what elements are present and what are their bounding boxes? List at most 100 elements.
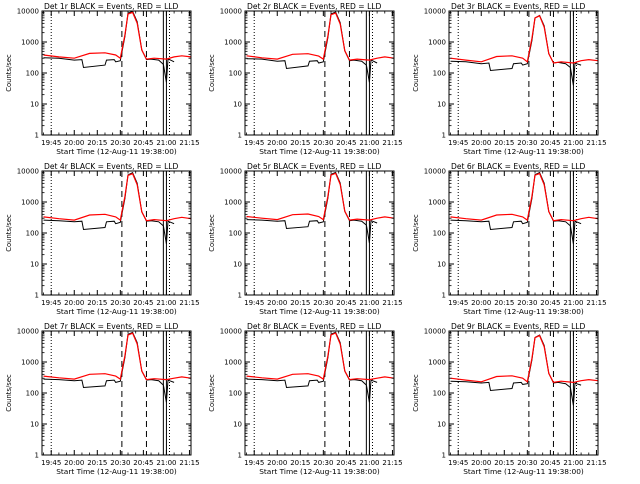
panel-title: Det 1r BLACK = Events, RED = LLD: [44, 2, 179, 11]
lld-series-line: [246, 172, 395, 221]
events-series-line: [43, 10, 175, 83]
y-tick-label: 1: [442, 132, 446, 140]
y-tick-label: 10: [437, 261, 446, 269]
y-tick-label: 10: [30, 101, 39, 109]
y-tick-label: 10000: [220, 8, 242, 16]
x-tick-label: 20:30: [517, 139, 537, 147]
x-tick-label: 21:00: [156, 459, 176, 467]
x-tick-label: 20:00: [64, 459, 84, 467]
plot-frame: [41, 10, 192, 136]
x-tick-label: 19:45: [41, 299, 61, 307]
x-tick-label: 20:00: [64, 139, 84, 147]
panel-title: Det 8r BLACK = Events, RED = LLD: [247, 322, 382, 331]
y-tick-label: 1: [442, 292, 446, 300]
y-tick-label: 1000: [428, 39, 446, 47]
x-tick-label: 21:15: [382, 459, 402, 467]
y-tick-label: 10000: [424, 328, 446, 336]
y-tick-label: 10000: [424, 8, 446, 16]
y-axis-label: Counts/sec: [208, 54, 216, 92]
y-tick-label: 10000: [17, 8, 39, 16]
y-axis-label: Counts/sec: [5, 214, 13, 252]
x-tick-label: 19:45: [41, 459, 61, 467]
panel-5: Det 5r BLACK = Events, RED = LLD 1 10 100 10…: [208, 162, 403, 316]
x-axis-label: Start Time (12-Aug-11 19:38:00): [56, 147, 177, 156]
panel-title: Det 4r BLACK = Events, RED = LLD: [44, 162, 179, 171]
y-tick-label: 10: [233, 101, 242, 109]
y-tick-label: 10: [437, 101, 446, 109]
x-tick-label: 20:30: [313, 299, 333, 307]
y-tick-label: 100: [26, 230, 39, 238]
y-tick-label: 100: [229, 70, 242, 78]
y-tick-label: 1000: [224, 359, 242, 367]
x-tick-label: 21:00: [156, 299, 176, 307]
x-tick-label: 21:15: [382, 299, 402, 307]
x-tick-label: 20:45: [336, 139, 356, 147]
x-tick-label: 19:45: [244, 139, 264, 147]
x-tick-label: 20:45: [133, 139, 153, 147]
x-tick-label: 20:15: [290, 139, 310, 147]
x-tick-label: 20:45: [133, 299, 153, 307]
y-tick-label: 1: [442, 452, 446, 460]
lld-series-line: [246, 332, 395, 381]
lld-series-line: [43, 172, 192, 222]
y-axis-label: Counts/sec: [5, 374, 13, 412]
x-tick-label: 20:45: [540, 139, 560, 147]
x-tick-label: 20:15: [494, 459, 514, 467]
y-axis-label: Counts/sec: [412, 54, 420, 92]
y-tick-label: 100: [26, 390, 39, 398]
lld-series-line: [450, 334, 599, 384]
x-tick-label: 20:30: [313, 139, 333, 147]
x-tick-label: 21:00: [156, 139, 176, 147]
events-series-line: [450, 334, 582, 406]
x-tick-label: 20:15: [494, 139, 514, 147]
y-axis-label: Counts/sec: [412, 374, 420, 412]
x-tick-label: 20:15: [87, 139, 107, 147]
x-axis-label: Start Time (12-Aug-11 19:38:00): [259, 467, 380, 476]
y-axis-label: Counts/sec: [208, 214, 216, 252]
x-axis-label: Start Time (12-Aug-11 19:38:00): [463, 307, 584, 316]
y-tick-label: 1: [35, 292, 39, 300]
y-tick-label: 1000: [428, 359, 446, 367]
events-series-line: [43, 172, 175, 244]
x-tick-label: 20:00: [267, 139, 287, 147]
x-tick-label: 21:00: [359, 139, 379, 147]
y-tick-label: 1000: [21, 199, 39, 207]
y-tick-label: 10000: [17, 168, 39, 176]
panel-title: Det 7r BLACK = Events, RED = LLD: [44, 322, 179, 331]
panel-6: Det 6r BLACK = Events, RED = LLD 1 10 100 10…: [412, 162, 607, 316]
x-tick-label: 20:45: [540, 299, 560, 307]
x-tick-label: 20:15: [494, 299, 514, 307]
panel-title: Det 3r BLACK = Events, RED = LLD: [451, 2, 586, 11]
x-tick-label: 20:15: [87, 299, 107, 307]
y-tick-label: 1: [35, 132, 39, 140]
x-tick-label: 20:30: [110, 299, 130, 307]
x-tick-label: 20:00: [267, 459, 287, 467]
x-axis-label: Start Time (12-Aug-11 19:38:00): [463, 467, 584, 476]
x-tick-label: 20:45: [336, 459, 356, 467]
lld-series-line: [450, 14, 599, 64]
x-axis-label: Start Time (12-Aug-11 19:38:00): [259, 147, 380, 156]
x-tick-label: 21:00: [563, 459, 583, 467]
x-tick-label: 20:15: [87, 459, 107, 467]
events-series-line: [246, 171, 378, 243]
events-series-line: [246, 331, 378, 403]
x-tick-label: 19:45: [448, 299, 468, 307]
y-tick-label: 1000: [21, 39, 39, 47]
y-tick-label: 1: [35, 452, 39, 460]
y-tick-label: 1000: [21, 359, 39, 367]
x-tick-label: 21:00: [563, 299, 583, 307]
plot-frame: [244, 10, 395, 136]
y-tick-label: 10: [233, 421, 242, 429]
plot-frame: [448, 10, 599, 136]
events-series-line: [43, 331, 175, 403]
plot-frame: [448, 170, 599, 296]
x-tick-label: 20:00: [64, 299, 84, 307]
y-tick-label: 10: [437, 421, 446, 429]
y-tick-label: 10000: [220, 328, 242, 336]
x-tick-label: 21:15: [382, 139, 402, 147]
x-tick-label: 21:00: [359, 299, 379, 307]
events-series-line: [450, 171, 582, 244]
y-tick-label: 10: [30, 421, 39, 429]
panel-title: Det 5r BLACK = Events, RED = LLD: [247, 162, 382, 171]
